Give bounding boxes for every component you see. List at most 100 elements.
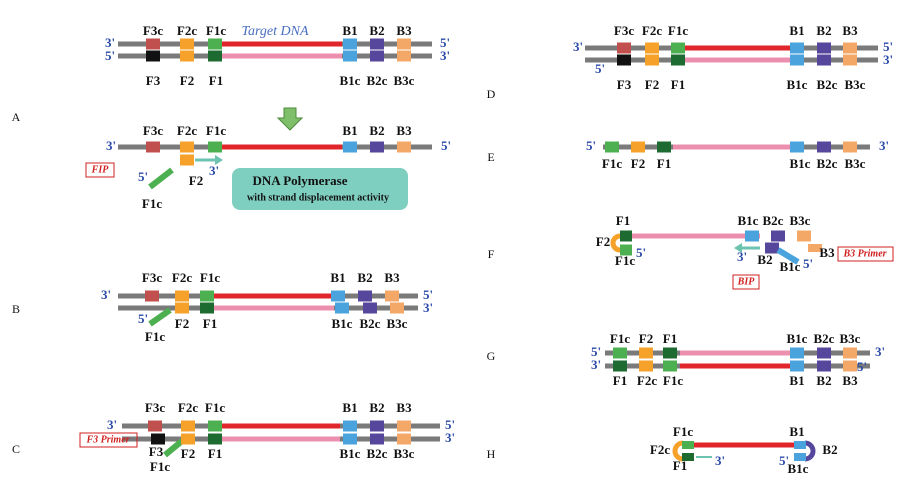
primer-site (343, 421, 357, 432)
label: with strand displacement activity (247, 192, 389, 203)
label: 5' (636, 245, 646, 260)
primer-site (208, 142, 222, 153)
label: 5' (138, 169, 148, 184)
panel-letter: E (487, 150, 494, 164)
primer-site (745, 231, 759, 242)
label: 3' (737, 249, 747, 264)
primer-site (771, 231, 785, 242)
label: F2 (645, 77, 659, 92)
label: B1c (738, 213, 759, 228)
primer-site (370, 421, 384, 432)
primer-site (181, 421, 195, 432)
strand (680, 351, 790, 356)
label: F1c (663, 373, 683, 388)
primer-site (180, 155, 194, 166)
label: F2c (177, 23, 197, 38)
primer-site (151, 434, 165, 445)
label: B3c (394, 446, 415, 461)
label: B2 (369, 400, 384, 415)
primer-site (148, 421, 162, 432)
primer-site (843, 348, 857, 359)
primer-site (200, 303, 214, 314)
label: B1c (340, 73, 361, 88)
label: 3' (209, 163, 219, 178)
label: 3' (879, 138, 889, 153)
primer-site (797, 231, 811, 242)
primer-site (790, 142, 804, 153)
diagram: ATarget DNAF3cF2cF1cB1B2B33'5'5'3'F3F2F1… (0, 0, 897, 486)
label: B3c (387, 316, 408, 331)
label: F1 (663, 331, 677, 346)
label: F2c (650, 442, 670, 457)
primer-site (343, 39, 357, 50)
panel-letter: B (12, 302, 20, 316)
label: F1c (142, 196, 162, 211)
label: B3c (790, 213, 811, 228)
label: F1c (610, 331, 630, 346)
label: Target DNA (241, 24, 308, 39)
primer-site (343, 434, 357, 445)
label: B1 (342, 23, 357, 38)
primer-site (645, 55, 659, 66)
label: 3' (106, 138, 116, 153)
label: 3' (440, 48, 450, 63)
label: B1 (342, 123, 357, 138)
primer-site (146, 39, 160, 50)
label: 5' (595, 61, 605, 76)
label: F2 (189, 173, 203, 188)
primer-site (180, 39, 194, 50)
label: B3 (396, 400, 412, 415)
primer-site (370, 39, 384, 50)
label: B2 (369, 23, 384, 38)
label: 3' (445, 430, 455, 445)
primer-site (343, 51, 357, 62)
strand (214, 306, 334, 311)
label: F3 (149, 444, 164, 459)
label: B2c (817, 156, 838, 171)
strand (680, 364, 790, 369)
primer-site (639, 361, 653, 372)
label: 5' (586, 138, 596, 153)
label: B2c (367, 73, 388, 88)
label: 3' (591, 357, 601, 372)
label: FIP (91, 164, 110, 175)
label: B2 (357, 270, 372, 285)
label: F3 (146, 73, 161, 88)
label: F1c (150, 459, 170, 474)
label: 3' (715, 453, 725, 468)
strand (620, 234, 760, 239)
label: B1 (342, 400, 357, 415)
label: B2c (814, 331, 835, 346)
label: F3 Primer (85, 434, 129, 445)
primer-site (145, 291, 159, 302)
primer-site (794, 441, 806, 449)
primer-site (208, 421, 222, 432)
label: F1 (203, 316, 217, 331)
primer-site (817, 43, 831, 54)
label: F2 (639, 331, 653, 346)
primer-site (790, 55, 804, 66)
primer-site (620, 231, 632, 242)
label: B1c (787, 331, 808, 346)
primer-site (343, 142, 357, 153)
label: F1 (209, 73, 223, 88)
primer-site (843, 43, 857, 54)
label: B1c (788, 461, 809, 476)
label: B2c (360, 316, 381, 331)
primer-site (390, 303, 404, 314)
label: F1c (206, 23, 226, 38)
label: 3' (883, 52, 893, 67)
primer-site (370, 51, 384, 62)
primer-site (843, 142, 857, 153)
primer-site (146, 51, 160, 62)
label: 5' (441, 138, 451, 153)
primer-site (146, 142, 160, 153)
label: F3c (142, 270, 162, 285)
label: F1c (206, 123, 226, 138)
label: B3 (396, 23, 412, 38)
strand (222, 42, 342, 47)
label: B3 (819, 245, 835, 260)
label: 3' (101, 287, 111, 302)
label: B1 (789, 424, 804, 439)
label: F1 (616, 213, 630, 228)
